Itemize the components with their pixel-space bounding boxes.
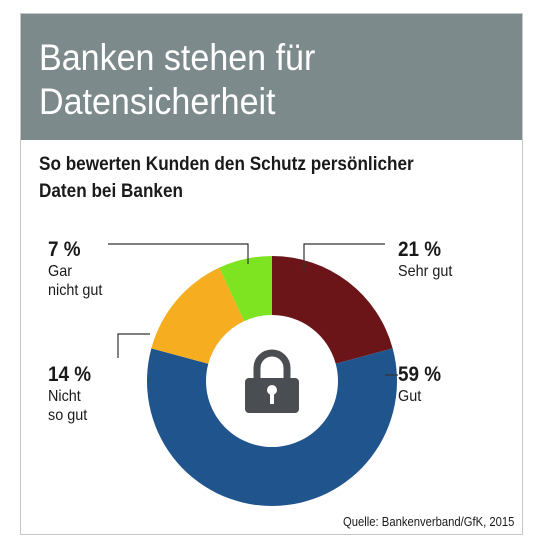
label-gar-nicht-gut: 7 % Gar nicht gut [48,238,108,300]
label-sehr-gut: 21 % Sehr gut [398,238,458,281]
donut-slices [147,256,397,506]
category-label-sehr-gut: Sehr gut [398,263,453,280]
leader-nicht-so-gut [117,333,150,358]
category-label-gar-nicht-gut: Gar nicht gut [48,263,103,299]
label-gut: 59 % Gut [398,363,446,406]
slice-sehr-gut [272,256,393,364]
leader-lines [108,243,398,376]
lock-icon [245,349,299,413]
category-label-nicht-so-gut: Nicht so gut [48,388,88,424]
label-nicht-so-gut: 14 % Nicht so gut [48,363,96,425]
value-label-gut: 59 % [398,363,442,386]
source-note: Quelle: Bankenverband/GfK, 2015 [342,515,514,529]
title-band: Banken stehen für Datensicherheit [21,14,522,140]
slice-nicht-so-gut [151,267,245,364]
value-label-sehr-gut: 21 % [398,238,442,261]
chart-subtitle: So bewerten Kunden den Schutz persönlich… [39,153,414,202]
slice-gar-nicht-gut [219,256,272,322]
page-title: Banken stehen für Datensicherheit [39,37,316,122]
leader-sehr-gut [303,243,385,271]
slice-gut [147,348,397,506]
leader-gar-nicht-gut [108,243,249,264]
value-label-nicht-so-gut: 14 % [48,363,92,386]
infographic-frame: Banken stehen für Datensicherheit So bew… [20,13,523,535]
value-label-gar-nicht-gut: 7 % [48,238,81,261]
category-label-gut: Gut [398,388,422,405]
